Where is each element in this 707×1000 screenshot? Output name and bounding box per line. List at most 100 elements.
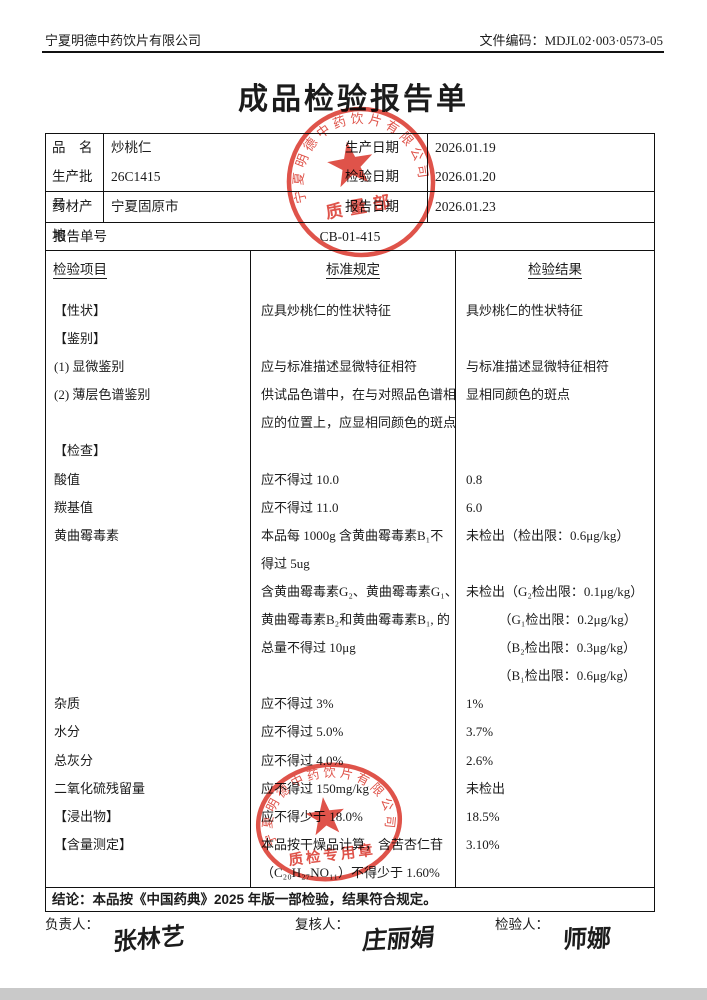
item-line: (1) 显微鉴别: [54, 359, 125, 375]
result-line: 未检出（检出限：0.6μg/kg）: [466, 527, 630, 543]
column-standards: 标准规定 应具炒桃仁的性状特征 应与标准描述显微特征相符 供试品色谱中，在与对照品色…: [251, 251, 458, 887]
item-line: 酸值: [54, 471, 81, 487]
doc-code: 文件编码：MDJL02·003·0573-05: [479, 33, 663, 48]
item-line: 【鉴别】: [54, 331, 107, 347]
inspection-date-value: 2026.01.20: [435, 168, 496, 184]
standard-line: 本品每 1000g 含黄曲霉毒素B₁不: [261, 527, 444, 543]
item-line: 【检查】: [54, 443, 107, 459]
standard-line: 总量不得过 10μg: [261, 640, 356, 656]
production-date-value: 2026.01.19: [435, 140, 496, 155]
result-line: [456, 437, 654, 465]
item-line: [46, 550, 250, 578]
result-line: [456, 409, 654, 437]
column-results: 检验结果 具炒桃仁的性状特征与标准描述显微特征相符 显相同颜色的斑点 0.8 6.0 未…: [456, 251, 654, 887]
batch-no-label: 生产批号: [52, 168, 93, 213]
page-bottom-edge: [0, 988, 707, 1000]
star-icon: [305, 797, 344, 836]
report-no-value: CB-01-415: [319, 229, 381, 244]
standard-line: 应的位置上，应显相同颜色的斑点: [261, 415, 457, 431]
batch-no-value: 26C1415: [111, 168, 161, 184]
reviewer-signature: 庄丽娟: [361, 925, 437, 956]
result-line: （B₂检出限：0.3μg/kg）: [466, 640, 637, 656]
result-line: 1%: [466, 696, 484, 712]
item-line: (2) 薄层色谱鉴别: [54, 387, 151, 403]
result-line: 3.7%: [466, 724, 494, 740]
stamp-top-label: 质量部: [324, 190, 398, 222]
item-line: [46, 859, 250, 887]
result-line: 显相同颜色的斑点: [466, 387, 571, 403]
item-line: [46, 578, 250, 606]
conclusion: 结论：本品按《中国药典》2025 年版一部检验，结果符合规定。: [46, 887, 654, 911]
item-line: 【性状】: [54, 303, 107, 318]
result-line: 未检出（G₂检出限：0.1μg/kg）: [466, 583, 644, 599]
result-line: [456, 859, 654, 887]
standard-line: 含黄曲霉毒素G₂、黄曲霉毒素G₁、: [261, 583, 458, 599]
result-line: 18.5%: [466, 808, 500, 824]
info-row-3: 报告单号 CB-01-415: [46, 222, 654, 250]
qc-seal-stamp: 宁夏明德中药饮片有限公司 质检专用章: [253, 758, 403, 882]
standard-line: [251, 437, 455, 465]
stamp-ring-text: 宁夏明德中药饮片有限公司: [253, 758, 399, 849]
document-header: 宁夏明德中药饮片有限公司 文件编码：MDJL02·003·0573-05: [45, 30, 663, 49]
svg-text:宁夏明德中药饮片有限公司: 宁夏明德中药饮片有限公司: [279, 99, 432, 205]
product-name-label: 品 名: [52, 140, 93, 155]
item-line: [46, 409, 250, 437]
standard-line: 应不得过 3%: [261, 696, 334, 712]
item-line: 羰基值: [54, 499, 94, 515]
product-name-value: 炒桃仁: [111, 140, 152, 155]
inspection-table: 检验项目 【性状】【鉴别】 (1) 显微鉴别 (2) 薄层色谱鉴别 【检查】酸值羰基值…: [45, 250, 655, 912]
item-line: 黄曲霉毒素: [54, 527, 120, 543]
star-icon: [327, 141, 373, 188]
standard-line: 黄曲霉毒素B₂和黄曲霉毒素B₁, 的: [261, 612, 450, 628]
result-line: 2.6%: [466, 752, 494, 768]
result-line: 0.8: [466, 471, 483, 487]
result-line: [456, 550, 654, 578]
item-line: 水分: [54, 724, 81, 740]
standard-line: [251, 325, 455, 353]
report-no-label: 报告单号: [53, 229, 107, 244]
result-line: 6.0: [466, 499, 483, 515]
result-line: 未检出: [466, 780, 506, 796]
report-date-value: 2026.01.23: [435, 199, 496, 214]
quality-dept-stamp: 宁夏明德中药饮片有限公司 质量部: [279, 99, 436, 258]
result-line: 具炒桃仁的性状特征: [466, 303, 584, 318]
item-line: 总灰分: [54, 752, 94, 768]
info-row-2: 药材产地 宁夏固原市 报告日期 2026.01.23: [46, 191, 654, 243]
production-date-label: 生产日期: [345, 140, 399, 155]
standard-line: 应与标准描述显微特征相符: [261, 359, 418, 375]
result-line: 3.10%: [466, 836, 500, 852]
inspector-label: 检验人：: [495, 917, 549, 932]
result-line: （B₁检出限：0.6μg/kg）: [466, 668, 637, 684]
standard-line: 供试品色谱中，在与对照品色谱相: [261, 387, 457, 403]
info-row-1: 品 名 生产批号 炒桃仁 26C1415 生产日期 检验日期 2026.01.1…: [46, 134, 654, 213]
standard-line: 得过 5ug: [261, 555, 310, 571]
result-line: 与标准描述显微特征相符: [466, 359, 610, 375]
standard-line: 应不得过 10.0: [261, 471, 340, 487]
standard-line: 应不得过 150mg/kg: [261, 780, 369, 796]
item-line: [46, 606, 250, 634]
column-header-results: 检验结果: [528, 262, 582, 277]
header-rule: [42, 51, 664, 53]
info-table: 品 名 生产批号 炒桃仁 26C1415 生产日期 检验日期 2026.01.1…: [45, 133, 655, 250]
result-line: [456, 325, 654, 353]
reviewer-label: 复核人：: [295, 917, 349, 932]
responsible-person-label: 负责人：: [45, 917, 99, 932]
stamp-bottom-label: 质检专用章: [288, 841, 377, 870]
responsible-person-signature: 张林艺: [112, 923, 186, 957]
company-name: 宁夏明德中药饮片有限公司: [45, 33, 202, 48]
item-line: 杂质: [54, 696, 81, 712]
item-line: 【含量测定】: [54, 836, 133, 852]
item-line: 【浸出物】: [54, 808, 120, 824]
inspector-signature: 师娜: [562, 926, 612, 954]
column-header-standards: 标准规定: [326, 262, 380, 277]
origin-label: 药材产地: [46, 192, 104, 243]
standard-line: 本品按干燥品计算，含苦杏仁苷: [261, 836, 444, 852]
svg-text:宁夏明德中药饮片有限公司: 宁夏明德中药饮片有限公司: [253, 758, 399, 849]
result-line: （G₁检出限：0.2μg/kg）: [466, 612, 637, 628]
stamp-ring-text: 宁夏明德中药饮片有限公司: [279, 99, 432, 205]
item-line: [46, 662, 250, 690]
column-header-items: 检验项目: [53, 262, 107, 277]
origin-value: 宁夏固原市: [111, 199, 179, 214]
signature-row: 负责人： 张林艺 复核人： 庄丽娟 检验人： 师娜: [45, 915, 663, 956]
item-line: 二氧化硫残留量: [54, 780, 146, 796]
